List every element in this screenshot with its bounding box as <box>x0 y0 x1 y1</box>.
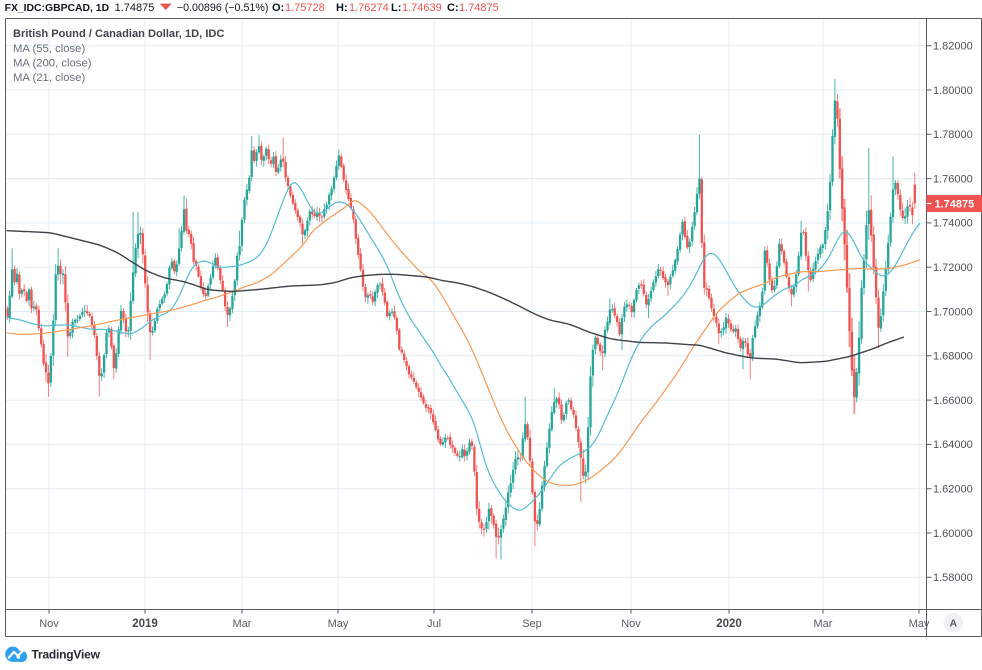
svg-text:FX_IDC:GBPCAD, 1D: FX_IDC:GBPCAD, 1D <box>5 3 110 14</box>
svg-text:Nov: Nov <box>39 618 59 630</box>
svg-text:1.64000: 1.64000 <box>933 439 973 451</box>
svg-text:May: May <box>328 618 349 630</box>
svg-text:MA (200, close): MA (200, close) <box>13 58 92 70</box>
svg-text:1.58000: 1.58000 <box>933 572 973 584</box>
svg-text:1.82000: 1.82000 <box>933 41 973 53</box>
svg-text:1.62000: 1.62000 <box>933 484 973 496</box>
svg-text:Nov: Nov <box>621 618 641 630</box>
svg-text:British Pound / Canadian Dolla: British Pound / Canadian Dollar, 1D, IDC <box>13 28 224 40</box>
svg-text:1.74639: 1.74639 <box>402 2 442 14</box>
svg-text:2020: 2020 <box>716 618 742 630</box>
svg-text:1.78000: 1.78000 <box>933 129 973 141</box>
svg-text:O:: O: <box>272 2 284 14</box>
svg-text:MA (55, close): MA (55, close) <box>13 43 85 55</box>
svg-text:1.60000: 1.60000 <box>933 528 973 540</box>
svg-text:1.70000: 1.70000 <box>933 306 973 318</box>
svg-text:Sep: Sep <box>522 618 542 630</box>
svg-text:1.74875: 1.74875 <box>115 2 155 14</box>
svg-text:1.68000: 1.68000 <box>933 351 973 363</box>
svg-text:1.74875: 1.74875 <box>935 199 975 211</box>
svg-text:A: A <box>950 617 958 629</box>
svg-text:C:: C: <box>447 2 459 14</box>
svg-text:1.74875: 1.74875 <box>459 2 499 14</box>
svg-text:1.66000: 1.66000 <box>933 395 973 407</box>
svg-text:1.72000: 1.72000 <box>933 262 973 274</box>
svg-text:1.80000: 1.80000 <box>933 85 973 97</box>
svg-text:TradingView: TradingView <box>32 648 101 662</box>
svg-text:May: May <box>909 618 930 630</box>
svg-text:H:: H: <box>336 2 348 14</box>
svg-text:Mar: Mar <box>814 618 833 630</box>
svg-text:1.76000: 1.76000 <box>933 173 973 185</box>
svg-text:L:: L: <box>391 2 401 14</box>
svg-text:Jul: Jul <box>427 618 441 630</box>
svg-text:1.76274: 1.76274 <box>349 2 389 14</box>
svg-text:MA (21, close): MA (21, close) <box>13 72 85 84</box>
svg-text:1.75728: 1.75728 <box>285 2 325 14</box>
svg-text:−0.00896 (−0.51%): −0.00896 (−0.51%) <box>177 2 269 14</box>
svg-text:1.74000: 1.74000 <box>933 218 973 230</box>
svg-text:Mar: Mar <box>233 618 252 630</box>
svg-text:2019: 2019 <box>132 618 158 630</box>
